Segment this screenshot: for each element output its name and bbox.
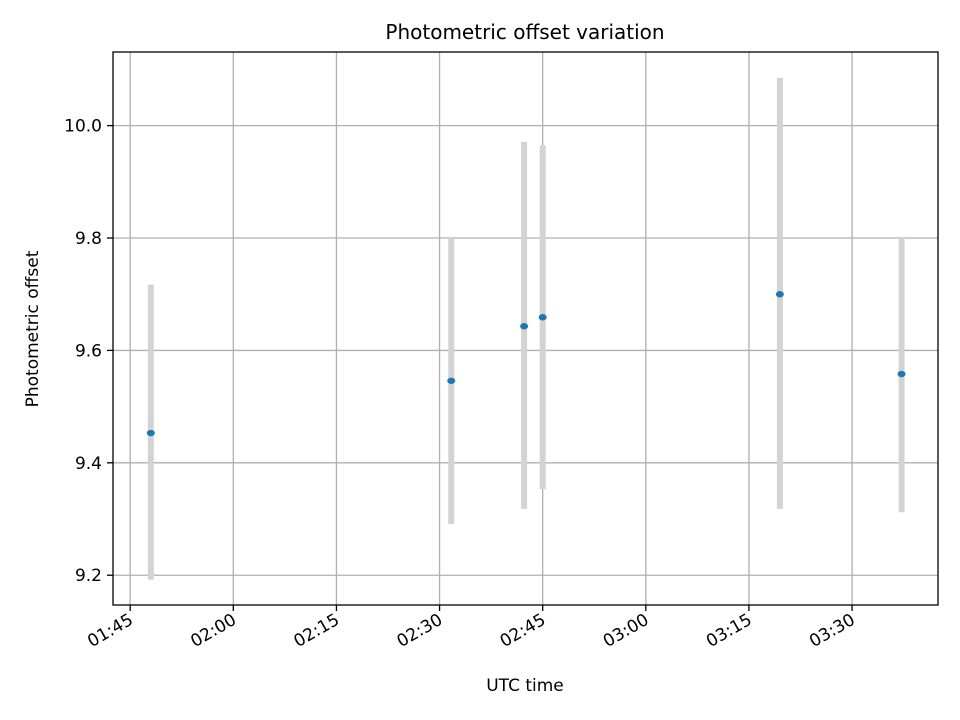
x-tick-label: 02:45 <box>497 610 549 652</box>
y-tick-label: 9.4 <box>75 454 102 474</box>
x-tick-label: 03:00 <box>600 610 652 652</box>
data-point <box>538 314 547 321</box>
chart-title: Photometric offset variation <box>385 20 664 44</box>
data-points <box>146 291 906 437</box>
x-tick-label: 02:00 <box>187 610 239 652</box>
data-point <box>146 429 155 437</box>
x-tick-label: 03:15 <box>703 610 755 652</box>
x-axis-label: UTC time <box>486 676 564 696</box>
data-point <box>897 370 906 378</box>
x-tick-label: 03:30 <box>806 610 858 652</box>
y-tick-label: 9.6 <box>75 341 102 361</box>
y-tick-label: 9.8 <box>75 229 102 249</box>
y-tick-label: 10.0 <box>64 117 102 137</box>
data-point <box>447 377 456 384</box>
data-point <box>775 291 784 298</box>
tick-labels: 01:45 02:00 02:15 02:30 02:45 03:00 03:15 03:30… <box>64 117 858 652</box>
plot-frame <box>112 51 939 606</box>
x-tick-label: 02:15 <box>291 610 343 652</box>
x-tick-label: 01:45 <box>84 610 136 652</box>
axes <box>112 51 939 606</box>
y-axis-label: Photometric offset <box>23 250 43 407</box>
data-point <box>520 323 529 330</box>
x-tick-label: 02:30 <box>394 610 446 652</box>
y-tick-label: 9.2 <box>75 566 102 586</box>
